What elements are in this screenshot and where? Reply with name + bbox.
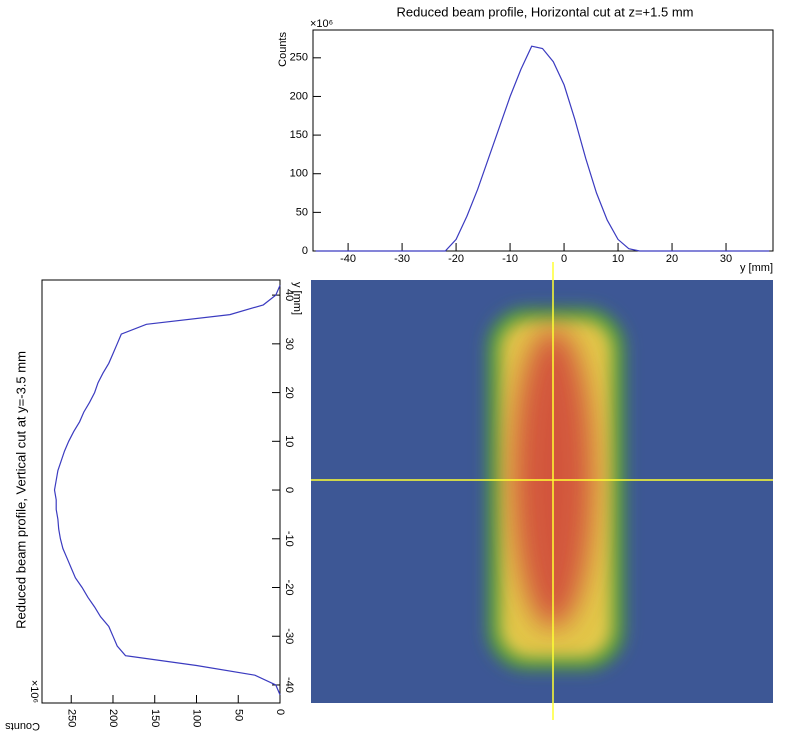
chart-title: Reduced beam profile, Horizontal cut at … [397, 4, 694, 19]
x-axis-label: y [mm] [740, 262, 773, 274]
position-axis-label: y [mm] [291, 282, 303, 315]
value-tick-label: 200 [107, 709, 119, 727]
profile-line [53, 285, 281, 695]
position-tick-label: -30 [283, 628, 295, 644]
value-axis-label: Counts [5, 720, 40, 732]
y-axis-label: Counts [277, 32, 289, 67]
position-tick-label: 40 [283, 289, 295, 301]
position-tick-label: -20 [283, 580, 295, 596]
position-tick-label: 10 [283, 435, 295, 447]
x-tick-label: -20 [448, 253, 464, 265]
x-tick-label: 10 [612, 253, 624, 265]
x-tick-label: 30 [720, 253, 732, 265]
value-tick-label: 50 [232, 709, 244, 721]
value-tick-label: 250 [65, 709, 77, 727]
y-tick-label: 250 [290, 52, 308, 64]
chart-title: Reduced beam profile, Vertical cut at y=… [13, 351, 28, 629]
position-tick-label: 20 [283, 386, 295, 398]
heatmap [311, 262, 773, 720]
plot-frame [312, 29, 774, 252]
position-tick-label: 0 [283, 487, 295, 493]
position-tick-label: -10 [283, 531, 295, 547]
y-multiplier: ×10⁶ [310, 18, 333, 30]
y-tick-label: 0 [302, 245, 308, 257]
y-tick-label: 50 [296, 206, 308, 218]
x-tick-label: 0 [561, 253, 567, 265]
value-multiplier: ×10⁶ [28, 680, 40, 703]
y-tick-label: 100 [290, 168, 308, 180]
x-tick-label: -10 [502, 253, 518, 265]
position-tick-label: -40 [283, 677, 295, 693]
plot-frame [41, 279, 281, 704]
value-tick-label: 0 [274, 709, 286, 715]
profile-line [315, 45, 770, 252]
value-tick-label: 100 [191, 709, 203, 727]
y-tick-label: 150 [290, 129, 308, 141]
value-tick-label: 150 [149, 709, 161, 727]
x-tick-label: -30 [394, 253, 410, 265]
position-tick-label: 30 [283, 338, 295, 350]
x-tick-label: -40 [340, 253, 356, 265]
x-tick-label: 20 [666, 253, 678, 265]
y-tick-label: 200 [290, 90, 308, 102]
